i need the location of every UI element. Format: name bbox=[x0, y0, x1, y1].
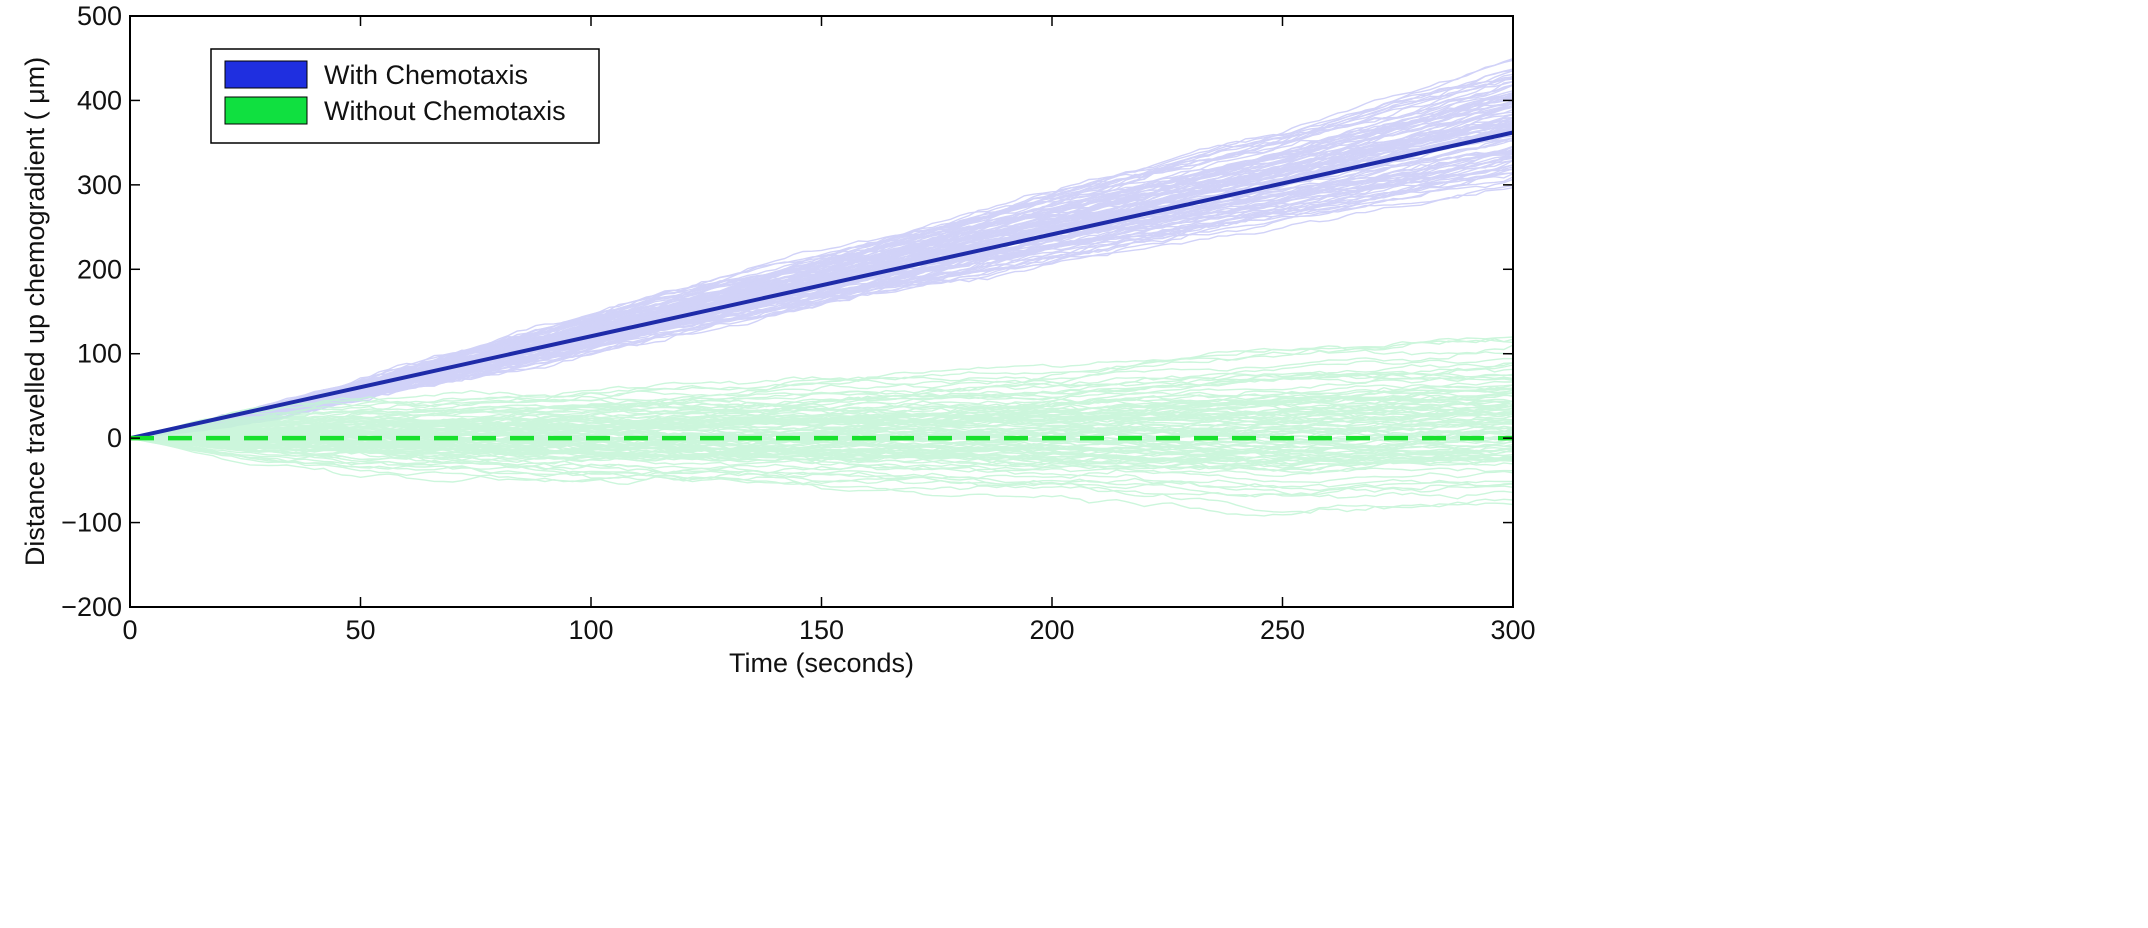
trace-line bbox=[129, 370, 1514, 439]
trace-line bbox=[129, 383, 1514, 439]
y-tick-label: 400 bbox=[77, 85, 122, 115]
trace-line bbox=[129, 437, 1514, 472]
x-tick-label: 300 bbox=[1490, 615, 1535, 645]
trace-line bbox=[129, 437, 1514, 514]
trace-line bbox=[129, 364, 1514, 439]
x-tick-label: 150 bbox=[799, 615, 844, 645]
x-axis-ticks: 0 50 100 150 200 250 300 bbox=[122, 16, 1536, 645]
y-axis-ticks: −200 −100 0 100 200 300 400 500 bbox=[61, 1, 1513, 622]
y-tick-label: −100 bbox=[61, 508, 122, 538]
x-tick-label: 250 bbox=[1260, 615, 1305, 645]
trace-line bbox=[129, 385, 1513, 439]
x-tick-label: 100 bbox=[568, 615, 613, 645]
y-tick-label: 100 bbox=[77, 339, 122, 369]
trace-line bbox=[129, 412, 1514, 439]
trace-line bbox=[129, 437, 1514, 517]
trace-line bbox=[129, 351, 1514, 439]
y-tick-label: 200 bbox=[77, 254, 122, 284]
trace-bundle bbox=[129, 58, 1514, 439]
legend-label-without-chemotaxis: Without Chemotaxis bbox=[324, 96, 566, 126]
y-tick-label: 300 bbox=[77, 170, 122, 200]
trace-line bbox=[129, 70, 1514, 439]
trace-line bbox=[129, 93, 1514, 439]
x-tick-label: 50 bbox=[345, 615, 375, 645]
trace-line bbox=[129, 164, 1514, 439]
trace-line bbox=[129, 70, 1514, 439]
legend-swatch-with-chemotaxis bbox=[224, 60, 308, 89]
x-tick-label: 200 bbox=[1029, 615, 1074, 645]
y-tick-label: −200 bbox=[61, 592, 122, 622]
trace-line bbox=[129, 367, 1514, 439]
trace-line bbox=[129, 357, 1514, 439]
x-tick-label: 0 bbox=[122, 615, 137, 645]
y-axis-title: Distance travelled up chemogradient ( μm… bbox=[20, 57, 50, 566]
trace-line bbox=[129, 437, 1514, 471]
legend: With Chemotaxis Without Chemotaxis bbox=[210, 48, 600, 144]
legend-swatch-without-chemotaxis bbox=[224, 96, 308, 125]
trace-line bbox=[129, 123, 1514, 439]
mean-lines-group bbox=[129, 130, 1514, 441]
x-axis-title: Time (seconds) bbox=[729, 648, 914, 678]
trace-line bbox=[129, 412, 1514, 439]
series-line bbox=[129, 130, 1514, 441]
trace-line bbox=[129, 338, 1514, 439]
trace-line bbox=[129, 437, 1514, 460]
trace-line bbox=[129, 151, 1514, 439]
y-tick-label: 500 bbox=[77, 1, 122, 31]
legend-label-with-chemotaxis: With Chemotaxis bbox=[324, 60, 528, 90]
y-tick-label: 0 bbox=[107, 423, 122, 453]
trace-line bbox=[129, 344, 1514, 439]
trace-line bbox=[129, 437, 1513, 492]
